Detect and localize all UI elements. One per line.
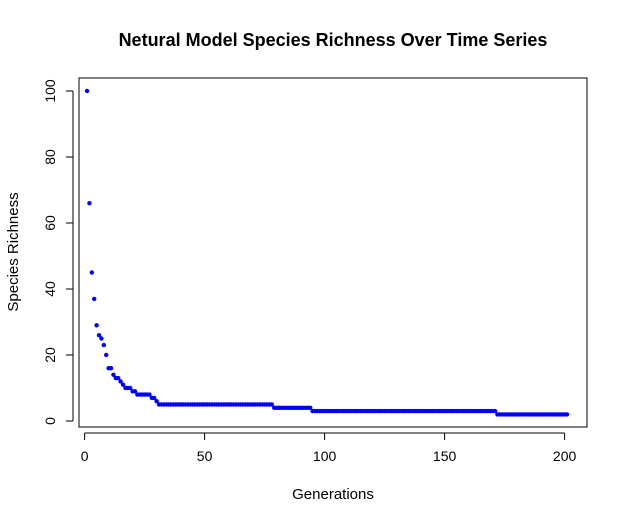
data-point bbox=[116, 375, 121, 381]
data-point bbox=[92, 296, 97, 302]
y-tick-label: 0 bbox=[42, 417, 58, 425]
data-point bbox=[111, 372, 116, 377]
x-tick-label: 50 bbox=[197, 448, 213, 464]
x-axis: 0 50 100 150 200 bbox=[81, 432, 577, 464]
data-point bbox=[564, 412, 570, 417]
data-point bbox=[84, 88, 90, 94]
data-point bbox=[118, 379, 123, 384]
data-point bbox=[87, 201, 92, 206]
data-point bbox=[96, 333, 102, 338]
y-tick-label: 60 bbox=[42, 215, 58, 231]
data-point bbox=[269, 402, 274, 407]
data-point bbox=[99, 336, 104, 341]
y-tick-label: 40 bbox=[42, 281, 58, 297]
data-point bbox=[147, 392, 152, 397]
data-point bbox=[132, 389, 138, 394]
x-tick-label: 100 bbox=[313, 448, 337, 464]
y-tick-label: 100 bbox=[42, 79, 58, 103]
chart-title: Netural Model Species Richness Over Time… bbox=[119, 30, 548, 50]
data-point bbox=[101, 342, 107, 348]
data-point bbox=[492, 408, 498, 414]
y-tick-label: 20 bbox=[42, 347, 58, 363]
data-point bbox=[94, 323, 99, 328]
data-points bbox=[84, 88, 570, 417]
data-point bbox=[154, 399, 159, 404]
data-point bbox=[104, 352, 109, 358]
data-point bbox=[108, 366, 114, 371]
x-tick-label: 200 bbox=[553, 448, 577, 464]
data-point bbox=[120, 382, 126, 387]
x-axis-label: Generations bbox=[292, 486, 374, 503]
y-axis: 0 20 40 60 80 100 bbox=[42, 79, 74, 425]
data-point bbox=[308, 405, 313, 410]
y-axis-label: Species Richness bbox=[5, 192, 22, 311]
plot-frame bbox=[78, 77, 588, 428]
x-tick-label: 0 bbox=[81, 448, 89, 464]
data-point bbox=[128, 385, 133, 391]
data-point bbox=[89, 270, 95, 275]
data-point bbox=[152, 395, 157, 401]
y-tick-label: 80 bbox=[42, 149, 58, 165]
x-tick-label: 150 bbox=[433, 448, 457, 464]
